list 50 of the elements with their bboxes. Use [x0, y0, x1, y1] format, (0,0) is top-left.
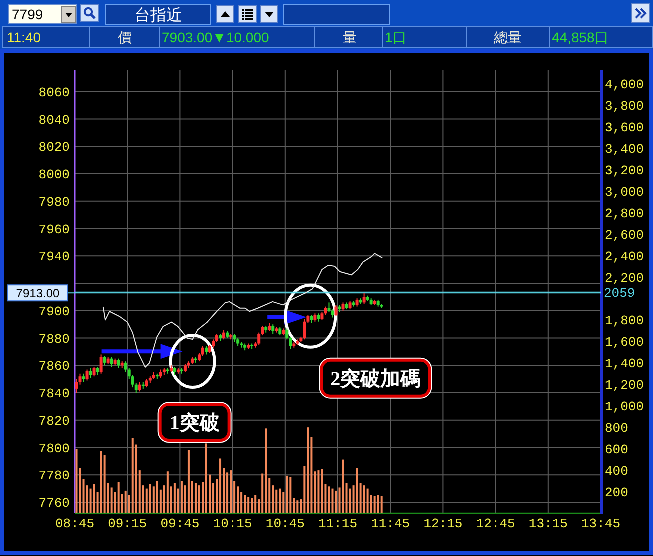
y2-tick-label: 200	[605, 486, 628, 501]
y2-tick-label: 1,000	[605, 400, 644, 415]
y-tick-label: 7860	[38, 359, 70, 374]
y2-tick-label: 3,200	[605, 163, 644, 178]
y-tick-label: 7840	[38, 386, 70, 402]
annotation: 2突破加碼	[330, 367, 421, 390]
y-tick-label: 8020	[38, 140, 70, 156]
x-tick-label: 10:15	[213, 516, 252, 532]
y-tick-label: 7980	[38, 194, 70, 210]
y2-tick-label: 4,000	[605, 77, 644, 92]
y-tick-label: 8060	[38, 85, 70, 100]
y2-tick-label: 3,800	[605, 98, 644, 114]
y2-tick-label: 3,600	[605, 120, 644, 136]
x-tick-label: 11:15	[318, 516, 358, 532]
y2-tick-label: 2,600	[605, 228, 644, 243]
y2-tick-label: 3,000	[605, 184, 644, 200]
y-tick-label: 7780	[38, 468, 70, 484]
y2-tick-label: 1,400	[605, 356, 644, 372]
y2-tick-label: 1,600	[605, 335, 644, 350]
y-tick-label: 7940	[38, 250, 70, 265]
y-tick-label: 7760	[38, 496, 70, 512]
y-tick-label: 7900	[38, 304, 70, 320]
ref-line-label: 2059	[604, 286, 636, 301]
y2-tick-label: 2,200	[605, 270, 644, 286]
x-tick-label: 12:45	[476, 516, 516, 532]
chart-title: 台指近	[134, 8, 182, 24]
y2-tick-label: 3,400	[605, 142, 644, 157]
y2-tick-label: 1,200	[605, 378, 644, 394]
annotation: 1突破	[170, 412, 221, 435]
y2-tick-label: 400	[605, 464, 628, 480]
x-tick-label: 13:15	[528, 516, 568, 532]
y-tick-label: 8000	[38, 168, 70, 183]
x-tick-label: 12:15	[424, 516, 463, 532]
x-tick-label: 09:45	[160, 516, 200, 532]
x-tick-label: 10:45	[266, 516, 305, 532]
y2-tick-label: 2,800	[605, 206, 644, 222]
y-tick-label: 7800	[38, 441, 70, 456]
ref-line-label: 7913.00	[16, 286, 60, 301]
y-tick-label: 7820	[38, 414, 70, 429]
x-tick-label: 11:45	[371, 516, 410, 532]
x-tick-label: 08:45	[55, 516, 95, 532]
y2-tick-label: 2,400	[605, 249, 644, 264]
y2-tick-label: 800	[605, 421, 628, 436]
y2-tick-label: 1,800	[605, 314, 644, 329]
x-tick-label: 13:45	[581, 516, 621, 532]
y-tick-label: 7960	[38, 222, 70, 238]
y-tick-label: 8040	[38, 112, 70, 128]
y2-tick-label: 600	[605, 442, 628, 458]
x-tick-label: 09:15	[108, 516, 148, 532]
y-tick-label: 7880	[38, 332, 70, 347]
